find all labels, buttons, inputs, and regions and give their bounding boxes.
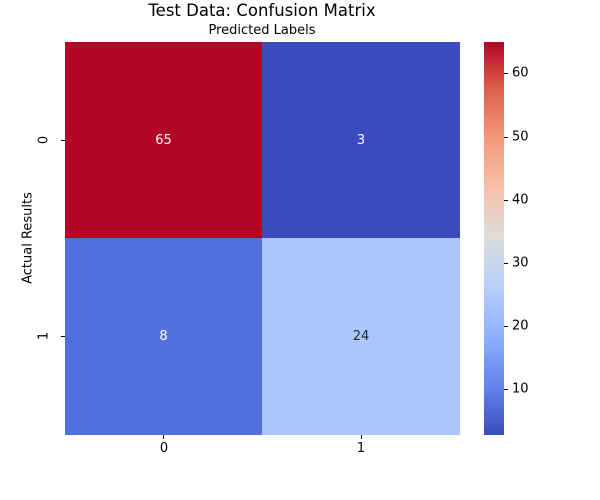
colorbar-tick-label: 30 [512,255,529,271]
x-tick [361,435,362,439]
y-axis-label: Actual Results [20,192,36,284]
chart-title: Test Data: Confusion Matrix [148,1,376,20]
colorbar-tick-label: 60 [512,65,529,81]
y-tick [61,140,65,141]
colorbar-tick [504,326,508,327]
colorbar-tick-label: 50 [512,129,529,145]
x-tick-label: 1 [356,441,366,456]
cell-value: 8 [159,329,168,344]
y-tick [61,336,65,337]
colorbar-tick [504,137,508,138]
colorbar-tick [504,389,508,390]
cell-1-0: 8 [65,238,262,435]
colorbar-tick-label: 10 [512,381,529,397]
x-tick-label: 0 [159,441,169,456]
cell-1-1: 24 [262,238,460,435]
cell-value: 24 [352,329,370,344]
colorbar-gradient [484,42,504,435]
colorbar-tick [504,263,508,264]
y-tick-label: 0 [36,135,52,145]
colorbar-tick-label: 40 [512,192,529,208]
cell-0-0: 65 [65,42,262,238]
colorbar-tick [504,73,508,74]
x-tick [163,435,164,439]
colorbar-tick [504,200,508,201]
cell-0-1: 3 [262,42,460,238]
x-axis-label: Predicted Labels [208,23,316,38]
cell-value: 3 [356,132,366,148]
colorbar-tick-label: 20 [512,318,529,334]
cell-value: 65 [155,132,172,148]
y-tick-label: 1 [36,331,52,341]
